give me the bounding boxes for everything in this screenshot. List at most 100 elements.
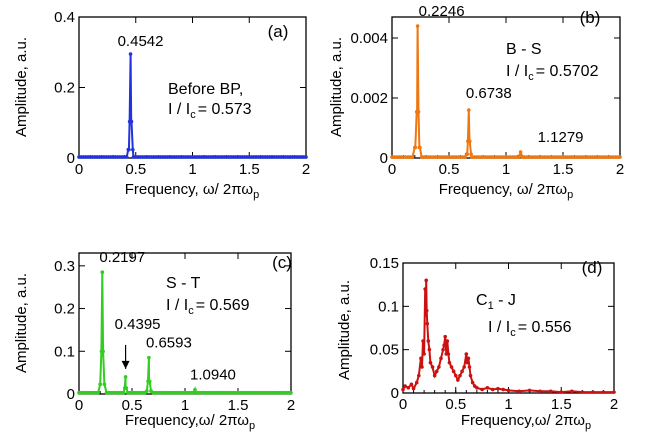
panel-c-data-point [123, 375, 128, 379]
panel-c-peak-label: 0.2197 [99, 249, 145, 266]
panel-d-data-point [501, 387, 506, 392]
panel-d-annotation-line2: I / Ic = 0.556 [488, 319, 572, 339]
panel-d-marks [401, 278, 616, 394]
panel-d-data-point [409, 382, 414, 387]
panel-c-annotation-line2: I / Ic = 0.569 [166, 297, 250, 317]
panel-a-marks [77, 52, 308, 159]
panel-a-y-axis-title: Amplitude, a.u. [13, 37, 30, 137]
panel-b-y-tick-label: 0.002 [350, 90, 388, 107]
panel-a-peak-label: 0.4542 [118, 33, 164, 50]
panel-d-data-point [485, 386, 490, 390]
panel-d-x-tick-label: 0.5 [445, 396, 466, 413]
panel-b-data-point [410, 155, 415, 159]
panel-c-data-point [102, 382, 107, 387]
panel-d-data-point [458, 373, 462, 378]
panel-d-data-point [424, 278, 429, 283]
panel-a-peak-labels: 0.4542 [118, 33, 164, 50]
panel-d-annotation-line1: C1 - J [476, 292, 516, 312]
panel-b-data-point [413, 145, 418, 150]
panel-a-data-point [131, 147, 135, 152]
panel-b-x-tick-label: 0 [388, 161, 396, 178]
panel-c-peak-label: 1.0940 [190, 367, 236, 384]
panel-d-data-point [464, 352, 469, 356]
panel-b-data-point [416, 110, 421, 114]
panel-d-data-point [559, 390, 564, 394]
panel-d-data-point [428, 360, 433, 365]
panel-a-annotation-line2: I / Ic = 0.573 [168, 101, 252, 121]
panel-c-y-tick-label: 0 [67, 386, 75, 403]
panel-c-data-point [147, 355, 151, 360]
panel-c-x-tick-label: 0.5 [122, 397, 143, 414]
panel-a: 0 0.5 1 1.5 2 0 0.2 0.4 0.4542 Frequency, ω/ 2π… [13, 9, 310, 201]
panel-d-letter: (d) [582, 258, 603, 277]
panel-d-data-point [430, 365, 435, 369]
panel-a-x-tick-label: 2 [302, 161, 310, 178]
panel-d-data-point [470, 380, 475, 385]
panel-b-tick-labels: 0 0.5 1 1.5 2 0 0.002 0.004 [350, 30, 624, 178]
panel-d-tick-labels: 0 0.5 1 1.5 2 0 0.05 0.1 0.15 [370, 255, 618, 413]
panel-c-data-point [147, 379, 152, 384]
panel-d-y-axis-title: Amplitude, a.u. [336, 280, 353, 380]
panel-a-y-tick-label: 0 [67, 150, 75, 167]
panel-d-data-point [453, 373, 458, 378]
panel-c-x-tick-label: 0 [75, 397, 83, 414]
panel-d-data-point [447, 360, 452, 365]
panel-d-data-point [425, 321, 430, 326]
panel-b-data-point [418, 145, 422, 150]
panel-d-x-tick-label: 2 [610, 396, 618, 413]
panel-b-peak-labels: 0.2246 0.6738 1.1279 [419, 3, 584, 146]
panel-b-data-point [415, 24, 420, 28]
panel-c-arrow [121, 344, 130, 369]
panel-d-data-point [480, 387, 484, 392]
panel-d-x-axis-title: Frequency,ω/ 2πωp [461, 412, 591, 432]
panel-d-x-tick-label: 1.5 [551, 396, 572, 413]
panel-d-data-point [591, 390, 595, 394]
panel-d-data-point [475, 386, 479, 390]
panel-d-data-point [411, 386, 416, 391]
panel-c-y-tick-label: 0.2 [54, 301, 75, 318]
panel-c-data-point [145, 389, 149, 393]
panel-b-x-tick-label: 1 [502, 161, 510, 178]
panel-d-data-point [460, 369, 464, 374]
panel-c-x-tick-label: 1 [181, 397, 189, 414]
panel-d-y-tick-label: 0 [391, 385, 399, 402]
panel-d-data-point [456, 378, 460, 382]
panel-d-data-point [496, 386, 500, 391]
panel-b-x-tick-label: 0.5 [439, 161, 460, 178]
panel-c-peak-label: 0.6593 [146, 335, 192, 352]
panel-d-data-point [467, 365, 472, 369]
panel-a-data-point [129, 119, 134, 124]
panel-c-y-tick-label: 0.3 [54, 258, 75, 275]
panel-d-x-tick-label: 1 [504, 396, 512, 413]
panel-d-data-point [414, 380, 419, 385]
panel-c-data-point [98, 382, 102, 387]
panel-d-y-tick-label: 0.05 [370, 342, 399, 359]
panel-d-data-point [443, 334, 448, 339]
panel-a-annotation-line1: Before BP, [168, 81, 243, 98]
panel-d-data-point [432, 373, 437, 378]
panel-d-data-point [426, 339, 431, 343]
panel-c-x-tick-label: 1.5 [228, 397, 249, 414]
panel-b-data-point [467, 108, 471, 112]
panel-d-data-point [570, 389, 574, 394]
panel-b-y-tick-label: 0.004 [350, 30, 388, 47]
panel-b-data-point [518, 150, 523, 154]
panel-d-data-point [401, 387, 405, 392]
panel-c-data-point [100, 270, 105, 275]
panel-d-data-point [548, 389, 553, 394]
panel-d-data-point [434, 369, 439, 374]
panel-c-x-tick-label: 2 [287, 397, 295, 414]
panel-b-x-tick-label: 2 [616, 161, 624, 178]
panel-d-y-tick-label: 0.15 [370, 255, 399, 272]
panel-d-data-point [442, 343, 446, 348]
panel-c-y-axis-title: Amplitude, a.u. [13, 273, 30, 373]
panel-b-y-axis-title: Amplitude, a.u. [328, 37, 345, 137]
panel-c-y-tick-label: 0.1 [54, 343, 75, 360]
panel-b-peak-label: 0.2246 [419, 3, 465, 20]
panel-b-y-tick-label: 0 [380, 150, 388, 167]
panel-a-data-point [127, 147, 131, 152]
panel-b-x-tick-label: 1.5 [553, 161, 574, 178]
panel-d-data-point [462, 365, 466, 369]
panel-c-x-axis-title: Frequency,ω/ 2πωp [125, 412, 255, 432]
